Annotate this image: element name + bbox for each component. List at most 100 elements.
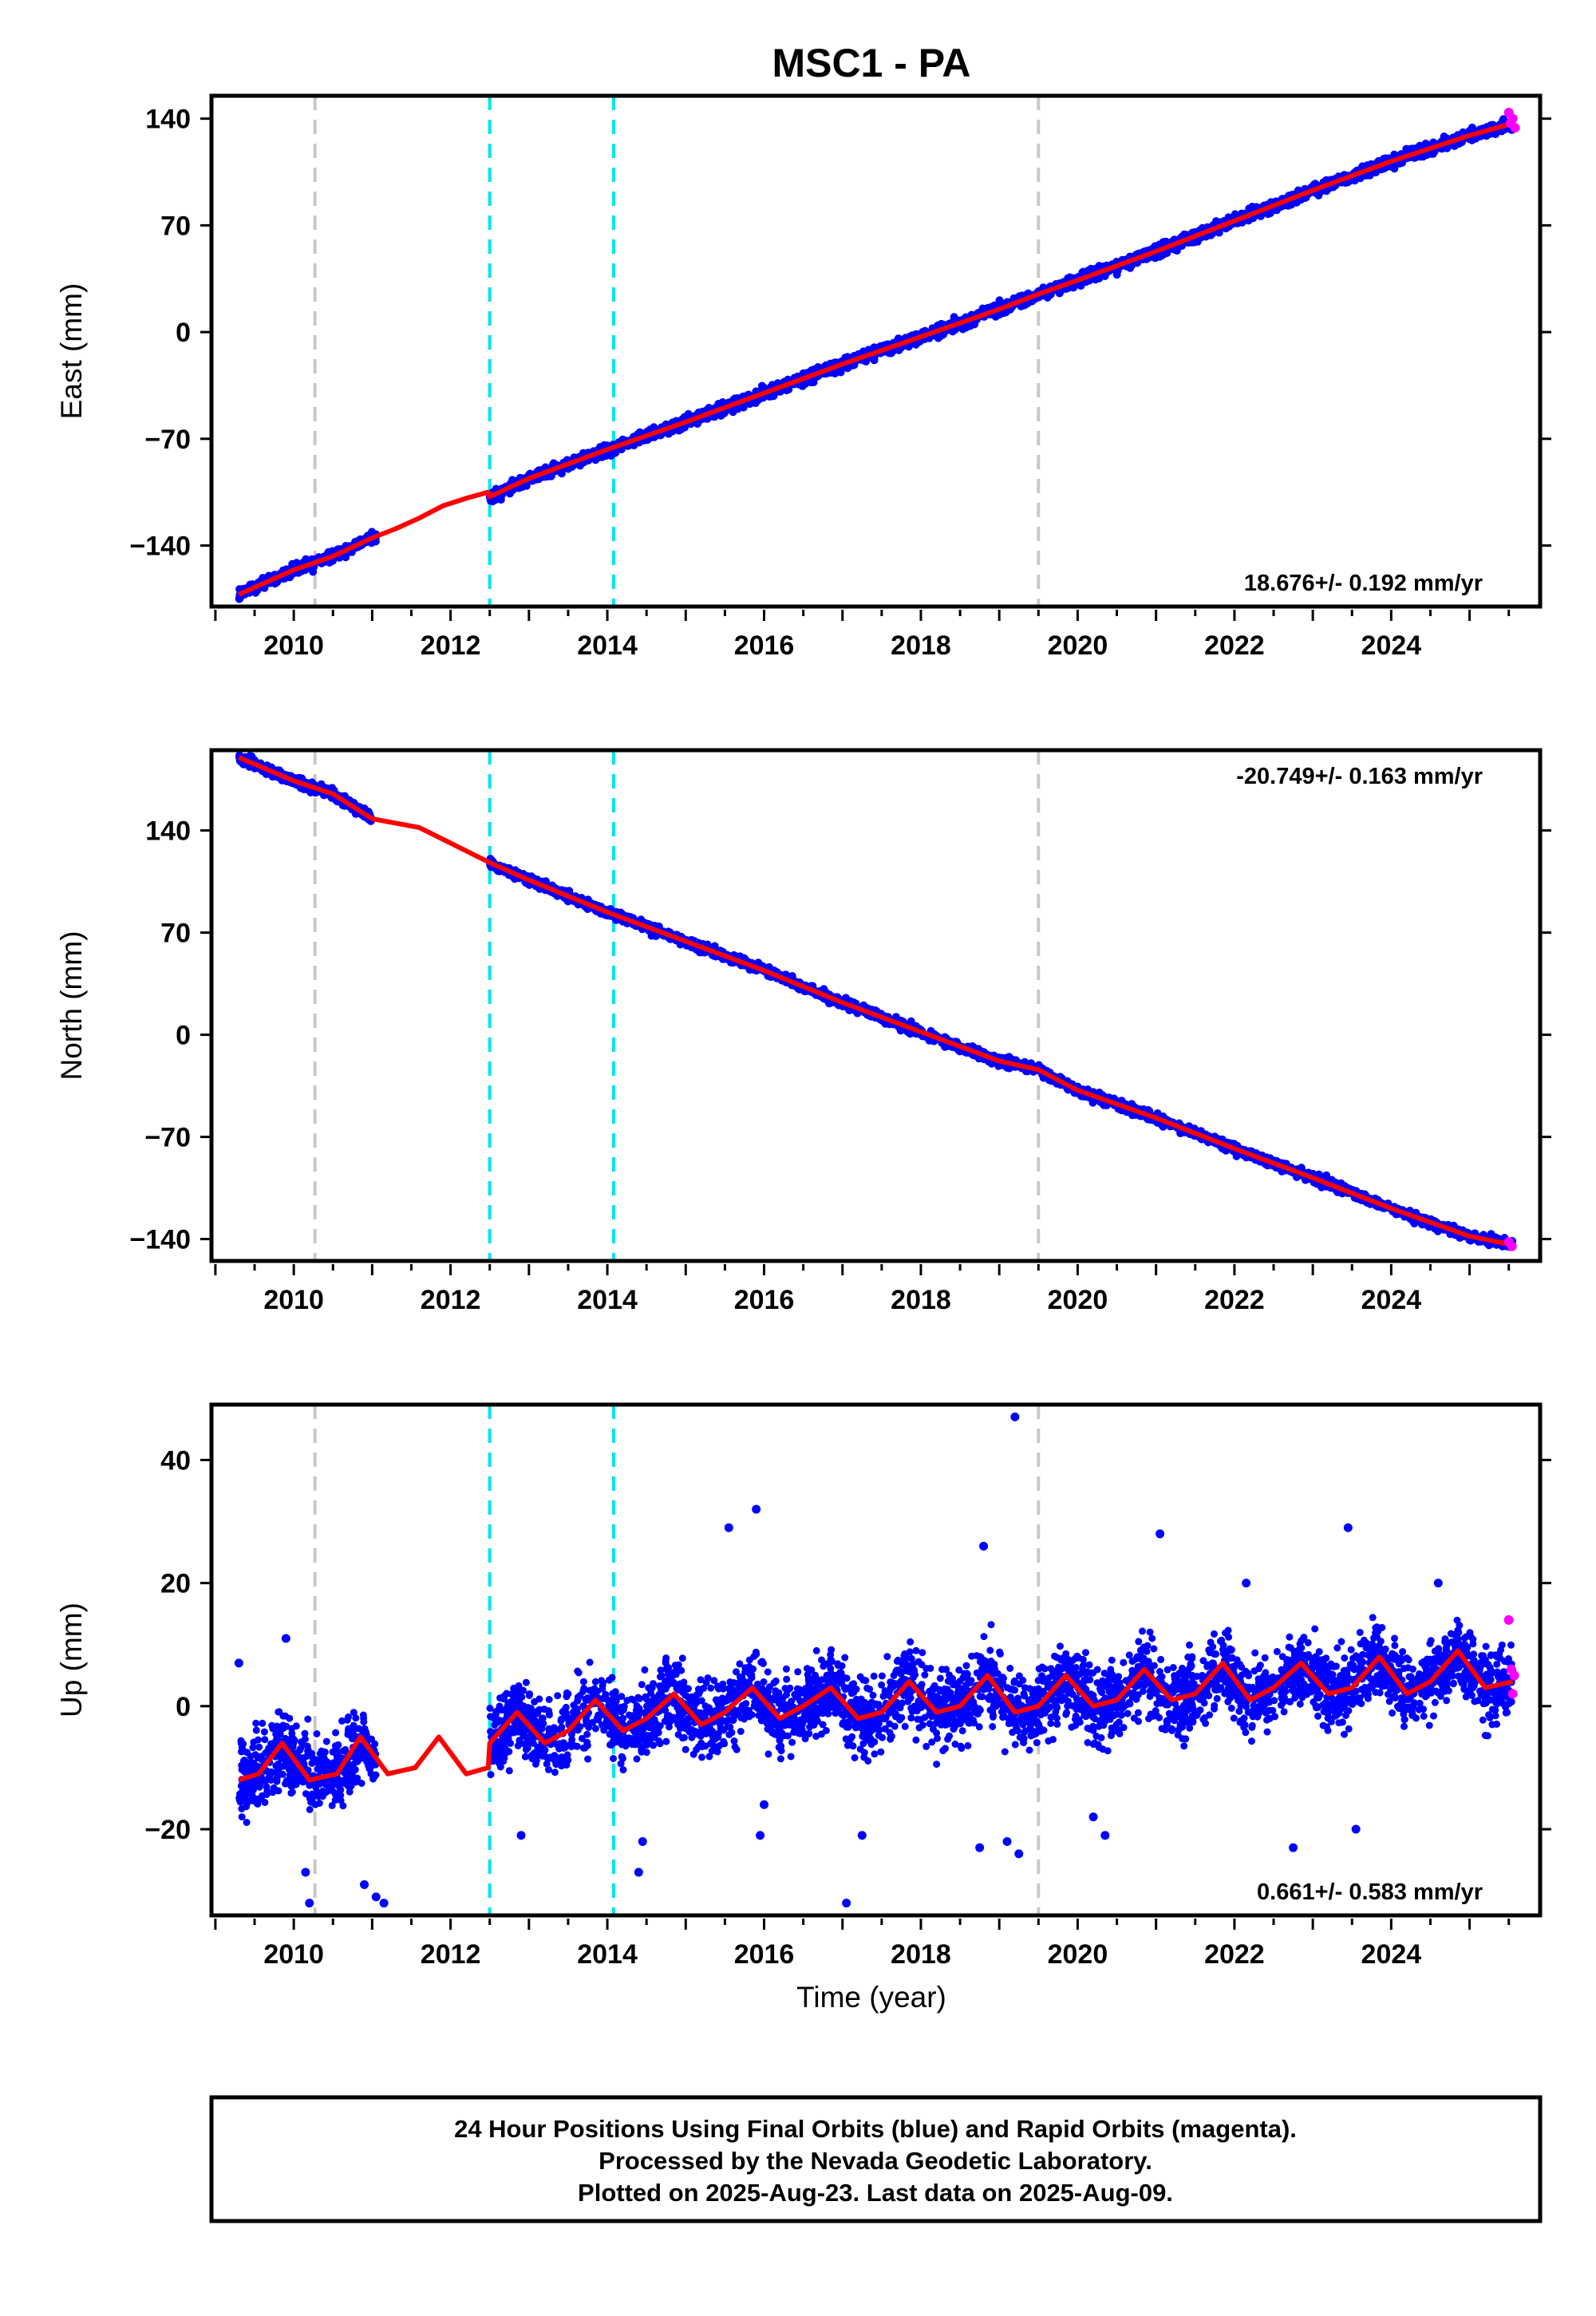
x-tick-label: 2012 bbox=[421, 1939, 481, 1970]
x-tick-label: 2020 bbox=[1048, 630, 1108, 661]
x-tick-label: 2014 bbox=[577, 1285, 638, 1315]
outlier-point bbox=[979, 1541, 989, 1551]
outlier-point bbox=[379, 1899, 389, 1908]
y-tick-label: 70 bbox=[160, 919, 191, 949]
outlier-point bbox=[1156, 1529, 1165, 1539]
x-tick-label: 2022 bbox=[1204, 1939, 1265, 1970]
footer-frame bbox=[209, 2095, 1543, 2223]
outlier-point bbox=[1289, 1843, 1298, 1852]
plot-area-0 bbox=[235, 96, 1520, 607]
panel-frame-0 bbox=[209, 93, 1543, 609]
y-tick-label: −20 bbox=[144, 1815, 191, 1845]
y-tick-label: 140 bbox=[145, 816, 191, 847]
y-tick-label: 0 bbox=[176, 1692, 191, 1722]
y-tick-label: −140 bbox=[129, 532, 191, 562]
x-tick-label: 2024 bbox=[1361, 1285, 1422, 1315]
y-tick-label: 0 bbox=[176, 318, 191, 348]
model-line-0 bbox=[238, 121, 1514, 597]
y-tick-label: −70 bbox=[144, 425, 191, 455]
footer-line-1: 24 Hour Positions Using Final Orbits (bl… bbox=[454, 2115, 1297, 2143]
model-line-1 bbox=[238, 755, 1514, 1247]
outlier-point bbox=[760, 1800, 769, 1809]
final-orbit-points-1 bbox=[235, 751, 1517, 1251]
x-tick-label: 2010 bbox=[263, 630, 324, 661]
x-tick-label: 2010 bbox=[263, 1939, 324, 1970]
outlier-point bbox=[360, 1879, 369, 1889]
plot-area-2 bbox=[234, 1405, 1519, 1915]
outlier-point bbox=[634, 1867, 643, 1877]
outlier-point bbox=[234, 1658, 243, 1668]
rate-annotation: 18.676+/- 0.192 mm/yr bbox=[1244, 571, 1483, 596]
outlier-point bbox=[1433, 1579, 1443, 1588]
outlier-point bbox=[301, 1867, 310, 1877]
outlier-point bbox=[857, 1831, 867, 1840]
y-tick-label: 0 bbox=[176, 1021, 191, 1051]
model-line-2 bbox=[238, 1648, 1514, 1783]
final-orbit-points-2 bbox=[235, 1614, 1517, 1826]
rate-annotation: -20.749+/- 0.163 mm/yr bbox=[1236, 764, 1483, 789]
outlier-point bbox=[305, 1899, 314, 1908]
outlier-point bbox=[638, 1836, 647, 1846]
x-tick-label: 2018 bbox=[891, 1939, 951, 1970]
outlier-point bbox=[1343, 1523, 1353, 1532]
y-axis-label: Up (mm) bbox=[55, 1603, 88, 1717]
x-tick-label: 2016 bbox=[734, 1285, 795, 1315]
rapid-orbit-point bbox=[1507, 1241, 1517, 1251]
x-tick-label: 2022 bbox=[1204, 630, 1265, 661]
outlier-point bbox=[1088, 1812, 1098, 1822]
panel-frame-2 bbox=[209, 1402, 1543, 1918]
panel-0: −140 −70 0 70 140 2010 2012 2014 2016 2018 2020 202… bbox=[55, 93, 1551, 661]
rapid-orbit-point bbox=[1507, 1689, 1518, 1699]
x-tick-label: 2020 bbox=[1048, 1285, 1108, 1315]
outlier-point bbox=[1351, 1824, 1361, 1834]
panel-2: −20 0 20 40 2010 2012 2014 2016 2018 2020 2022 2024… bbox=[55, 1402, 1551, 1970]
x-axis-label: Time (year) bbox=[796, 1981, 946, 2014]
x-tick-label: 2014 bbox=[577, 630, 638, 661]
footer-line-2: Processed by the Nevada Geodetic Laborat… bbox=[598, 2147, 1152, 2175]
outlier-point bbox=[1014, 1849, 1024, 1859]
x-tick-label: 2012 bbox=[421, 630, 481, 661]
x-tick-label: 2020 bbox=[1048, 1939, 1108, 1970]
rate-annotation: 0.661+/- 0.583 mm/yr bbox=[1257, 1879, 1483, 1905]
outlier-point bbox=[516, 1831, 526, 1840]
x-tick-label: 2018 bbox=[891, 1285, 951, 1315]
outlier-point bbox=[1002, 1836, 1012, 1846]
outlier-point bbox=[842, 1899, 851, 1908]
y-tick-label: 140 bbox=[145, 105, 191, 135]
rapid-orbit-point bbox=[1509, 1670, 1519, 1681]
chart-title: MSC1 - PA bbox=[772, 41, 970, 85]
outlier-point bbox=[1242, 1579, 1251, 1588]
x-tick-label: 2016 bbox=[734, 1939, 795, 1970]
outlier-point bbox=[752, 1504, 761, 1514]
rapid-orbit-point bbox=[1510, 123, 1520, 133]
rapid-orbit-point bbox=[1503, 1614, 1514, 1625]
y-axis-label: North (mm) bbox=[55, 931, 88, 1080]
x-tick-label: 2024 bbox=[1361, 1939, 1422, 1970]
x-tick-label: 2024 bbox=[1361, 630, 1422, 661]
outlier-point bbox=[724, 1523, 733, 1532]
panel-1: −140 −70 0 70 140 2010 2012 2014 2016 2018 2020 202… bbox=[55, 748, 1551, 1315]
y-tick-label: 40 bbox=[160, 1445, 191, 1476]
y-tick-label: 70 bbox=[160, 211, 191, 241]
outlier-point bbox=[281, 1634, 290, 1643]
x-tick-label: 2012 bbox=[421, 1285, 481, 1315]
panel-frame-1 bbox=[209, 748, 1543, 1263]
outlier-point bbox=[756, 1831, 765, 1840]
y-axis-label: East (mm) bbox=[55, 283, 88, 420]
rapid-orbit-point bbox=[1507, 113, 1518, 124]
outlier-point bbox=[1010, 1412, 1020, 1421]
outlier-point bbox=[975, 1843, 985, 1852]
x-tick-label: 2022 bbox=[1204, 1285, 1265, 1315]
x-tick-label: 2014 bbox=[577, 1939, 638, 1970]
footer-box: 24 Hour Positions Using Final Orbits (bl… bbox=[209, 2095, 1543, 2223]
footer-line-3: Plotted on 2025-Aug-23. Last data on 202… bbox=[578, 2179, 1173, 2207]
x-tick-label: 2010 bbox=[263, 1285, 324, 1315]
outlier-point bbox=[371, 1892, 381, 1902]
y-tick-label: 20 bbox=[160, 1569, 191, 1599]
outlier-point bbox=[1100, 1831, 1110, 1840]
x-tick-label: 2016 bbox=[734, 630, 795, 661]
y-tick-label: −140 bbox=[129, 1225, 191, 1255]
plot-area-1 bbox=[235, 750, 1517, 1261]
